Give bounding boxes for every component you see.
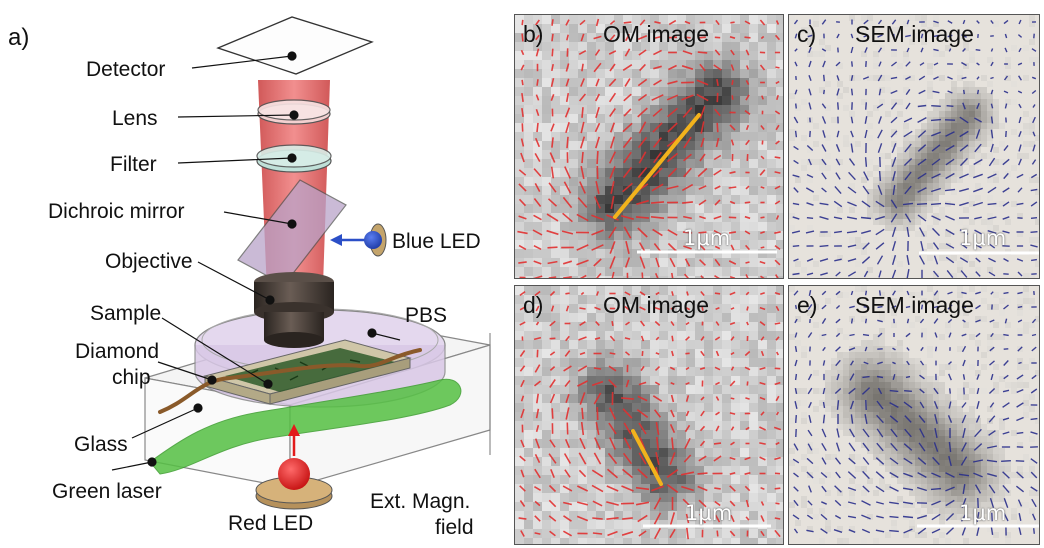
- pbs-label: PBS: [405, 304, 448, 327]
- green-laser-label: Green laser: [52, 480, 162, 503]
- panel-b-om-image: b) OM image 1μm: [514, 14, 784, 279]
- panel-d-label: d): [523, 292, 544, 318]
- lens-label: Lens: [112, 107, 158, 130]
- green-laser-beam: [149, 378, 462, 475]
- detector-plate: [216, 16, 374, 75]
- red-led-label: Red LED: [228, 512, 314, 535]
- panel-image: [515, 15, 783, 278]
- blue-led-arrow: [330, 234, 365, 246]
- red-led: [255, 458, 333, 510]
- panel-c-title: SEM image: [855, 21, 974, 47]
- sample-label: Sample: [90, 302, 162, 325]
- diamond-label-line2: chip: [112, 366, 151, 389]
- objective-lens: [254, 272, 334, 348]
- ext-magn-label-line1: Ext. Magn.: [370, 490, 471, 513]
- panel-e-scale-label: 1μm: [959, 501, 1007, 525]
- magnetic-line: [613, 113, 701, 219]
- panel-d-scale-label: 1μm: [685, 501, 733, 525]
- panel-d-om-image: d) OM image 1μm: [514, 285, 784, 545]
- blue-led: [364, 223, 387, 257]
- panel-c-sem-image: c) SEM image 1μm: [788, 14, 1040, 279]
- objective-label: Objective: [105, 250, 193, 273]
- detector-label: Detector: [86, 58, 166, 81]
- panel-a-label: a): [8, 24, 30, 51]
- panel-b-scale-label: 1μm: [683, 226, 731, 250]
- red-led-arrow: [288, 424, 300, 456]
- leader-lines: [111, 51, 401, 471]
- magnetic-line: [631, 429, 663, 486]
- blue-led-label: Blue LED: [392, 230, 481, 253]
- panel-b-title: OM image: [603, 21, 710, 47]
- filter-label: Filter: [110, 153, 157, 176]
- setup-drawing: [111, 16, 491, 510]
- panel-image: [515, 286, 783, 544]
- panel-c-label: c): [797, 21, 817, 47]
- dichroic-mirror-label: Dichroic mirror: [48, 200, 185, 223]
- panel-c-scale-label: 1μm: [959, 226, 1007, 250]
- panel-image: [789, 286, 1039, 544]
- dichroic-mirror: [237, 179, 347, 286]
- panel-b-label: b): [523, 21, 544, 47]
- panel-d-title: OM image: [603, 292, 710, 318]
- glass-label: Glass: [74, 433, 128, 456]
- ext-magn-label-line2: field: [435, 516, 474, 539]
- panel-e-label: e): [797, 292, 818, 318]
- wire: [158, 348, 422, 414]
- diamond-label-line1: Diamond: [75, 340, 160, 363]
- panel-image: [789, 15, 1039, 278]
- panel-e-title: SEM image: [855, 292, 974, 318]
- panel-e-sem-image: e) SEM image 1μm: [788, 285, 1040, 545]
